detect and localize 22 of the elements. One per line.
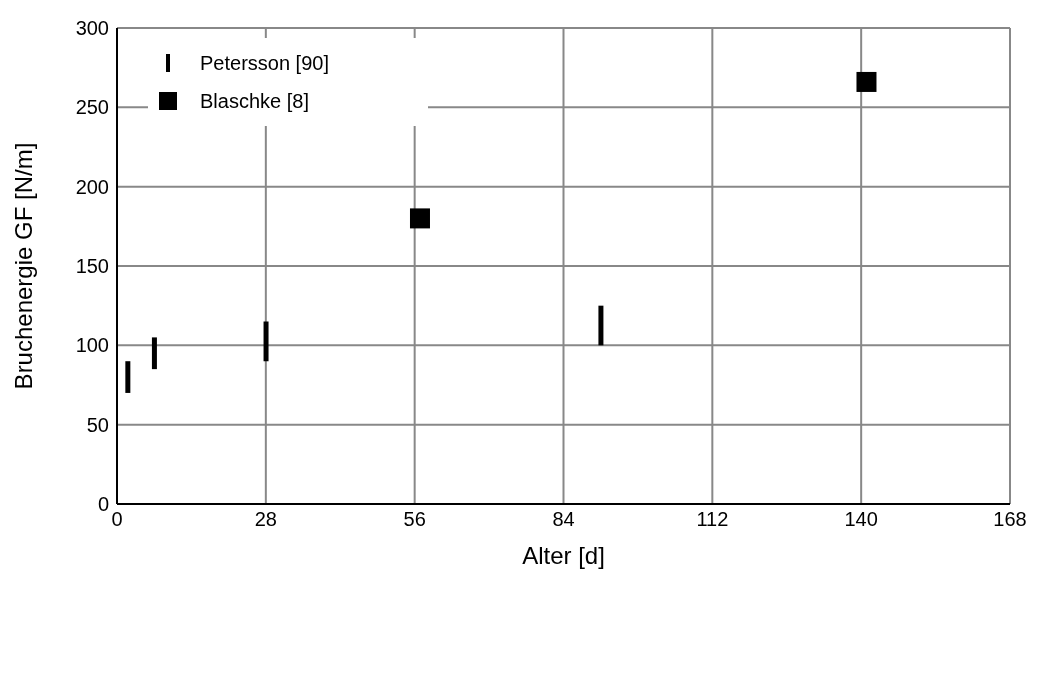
y-tick-label: 250 (75, 96, 109, 119)
y-tick-label: 150 (75, 255, 109, 278)
y-tick-label: 100 (75, 334, 109, 357)
y-tick-label: 0 (97, 493, 109, 516)
x-tick-label: 168 (993, 508, 1027, 531)
x-axis-title: Alter [d] (522, 542, 605, 569)
x-tick-label: 84 (552, 508, 575, 531)
x-tick-label: 0 (111, 508, 123, 531)
x-tick-label: 112 (696, 508, 729, 531)
y-tick-label: 50 (86, 413, 109, 436)
legend-label: Petersson [90] (200, 51, 329, 75)
x-tick-label: 28 (254, 508, 277, 531)
y-axis-title: Bruchenergie GF [N/m] (9, 142, 37, 390)
bar (151, 337, 157, 370)
legend-label: Blaschke [8] (200, 89, 309, 113)
x-tick-label: 140 (844, 508, 878, 531)
bar (125, 361, 131, 393)
x-tick-label: 56 (403, 508, 426, 531)
y-tick-label: 300 (75, 17, 109, 40)
bar (598, 305, 604, 346)
y-tick-label: 200 (75, 175, 109, 198)
bar (263, 321, 269, 362)
